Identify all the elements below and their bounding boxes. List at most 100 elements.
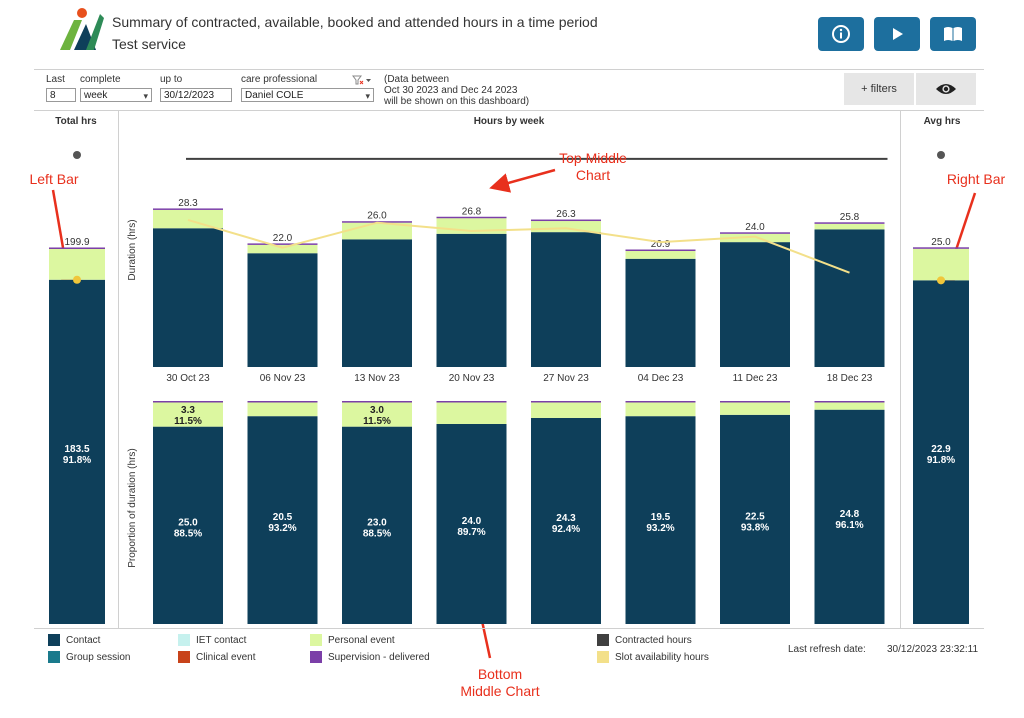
legend-item: Group session: [48, 651, 130, 663]
proportion-supervision-bar: [531, 401, 601, 403]
filter-divider: [34, 110, 984, 111]
legend-swatch: [597, 651, 609, 663]
service-name: Test service: [112, 36, 186, 52]
legend-label: Contracted hours: [615, 634, 692, 646]
page-title: Summary of contracted, available, booked…: [112, 14, 598, 30]
period-select[interactable]: week: [80, 88, 152, 103]
bottom-middle-annotation-line2: Middle Chart: [460, 683, 540, 699]
week-tick-label: 11 Dec 23: [733, 373, 778, 384]
legend-item: Slot availability hours: [597, 651, 709, 663]
top-middle-arrow: [489, 168, 556, 193]
bottom-middle-annotation: Bottom Middle Chart: [430, 666, 570, 700]
legend-label: Group session: [66, 651, 131, 663]
avg-hrs-heading: Avg hrs: [923, 116, 961, 127]
weekly-total-label: 26.8: [462, 206, 482, 217]
last-count-input[interactable]: 8: [46, 88, 76, 102]
weekly-total-label: 25.8: [840, 212, 860, 223]
average-personal-bar: [913, 248, 969, 281]
total-personal-bar: [49, 248, 105, 280]
total-hrs-heading: Total hrs: [55, 116, 97, 127]
refresh-label: Last refresh date:: [788, 644, 866, 655]
legend-divider: [34, 628, 984, 629]
weekly-supervision-bar: [720, 232, 790, 234]
top-middle-annotation: Top Middle Chart: [548, 150, 638, 184]
legend-label: Clinical event: [196, 651, 256, 663]
filter-clear-icon[interactable]: [352, 75, 372, 85]
proportion-contact-bar: [153, 426, 223, 624]
play-icon: [893, 28, 903, 40]
proportion-axis-label: Proportion of duration (hrs): [127, 448, 138, 568]
upto-date-input[interactable]: 30/12/2023: [160, 88, 232, 102]
proportion-contact-bar: [814, 409, 885, 624]
toggle-view-button[interactable]: [916, 73, 976, 105]
weekly-personal-bar: [247, 244, 318, 254]
play-button[interactable]: [874, 17, 920, 51]
weekly-total-label: 24.0: [745, 222, 765, 233]
total-contracted-marker: [73, 151, 81, 159]
note-line-3: will be shown on this dashboard): [384, 96, 530, 107]
legend-item: Personal event: [310, 634, 395, 646]
weekly-supervision-bar: [247, 243, 318, 245]
proportion-personal-bar: [153, 401, 223, 427]
legend-swatch: [310, 634, 322, 646]
average-contact-value: 22.9: [931, 444, 951, 455]
proportion-personal-pct: 11.5%: [174, 416, 202, 427]
legend-item: Supervision - delivered: [310, 651, 430, 663]
weekly-supervision-bar: [625, 249, 696, 252]
weekly-personal-bar: [814, 223, 885, 230]
proportion-supervision-bar: [625, 401, 696, 403]
legend-swatch: [597, 634, 609, 646]
care-professional-select[interactable]: Daniel COLE: [241, 88, 374, 103]
info-button[interactable]: [818, 17, 864, 51]
weekly-total-label: 28.3: [178, 198, 198, 209]
left-bar-annotation: Left Bar: [29, 171, 79, 187]
legend-label: Slot availability hours: [615, 651, 709, 663]
date-range-note: (Data between Oct 30 2023 and Dec 24 202…: [384, 74, 529, 107]
total-contact-bar: [49, 279, 105, 624]
average-contracted-marker: [937, 151, 945, 159]
note-line-2: Oct 30 2023 and Dec 24 2023: [384, 85, 518, 96]
proportion-contact-value: 22.5: [745, 511, 765, 522]
proportion-contact-pct: 88.5%: [363, 528, 391, 539]
week-tick-label: 04 Dec 23: [638, 373, 684, 384]
total-contact-value: 183.5: [64, 444, 89, 455]
total-total-label: 199.9: [64, 237, 89, 248]
weekly-total-label: 26.3: [556, 209, 576, 220]
proportion-contact-value: 24.0: [462, 516, 482, 527]
average-contact-pct: 91.8%: [927, 455, 955, 466]
book-button[interactable]: [930, 17, 976, 51]
week-tick-label: 13 Nov 23: [354, 373, 400, 384]
proportion-personal-value: 3.3: [181, 405, 195, 416]
bottom-middle-annotation-line1: Bottom: [477, 666, 523, 682]
total-contact-pct: 91.8%: [63, 455, 91, 466]
hours-by-week-heading: Hours by week: [473, 116, 545, 127]
weekly-supervision-bar: [436, 216, 507, 219]
proportion-contact-bar: [625, 416, 696, 624]
legend-swatch: [310, 651, 322, 663]
legend-swatch: [178, 651, 190, 663]
weekly-personal-bar: [720, 233, 790, 243]
proportion-supervision-bar: [153, 401, 223, 403]
proportion-contact-pct: 93.8%: [741, 522, 769, 533]
proportion-contact-value: 24.8: [840, 509, 860, 520]
legend-label: IET contact: [196, 634, 247, 646]
legend-item: Contact: [48, 634, 100, 646]
average-total-label: 25.0: [931, 237, 951, 248]
legend-label: Contact: [66, 634, 101, 646]
weekly-supervision-bar: [153, 208, 223, 210]
weekly-supervision-bar: [814, 222, 885, 224]
service-logo: [60, 8, 104, 50]
weekly-personal-bar: [531, 221, 601, 233]
top-middle-annotation-line1: Top Middle: [559, 150, 627, 166]
proportion-contact-pct: 93.2%: [646, 523, 674, 534]
proportion-personal-bar: [814, 401, 885, 410]
header: Summary of contracted, available, booked…: [0, 0, 1024, 70]
proportion-supervision-bar: [247, 401, 318, 403]
filter-bar: Last complete 8 week up to 30/12/2023 ca…: [34, 72, 984, 110]
proportion-personal-bar: [720, 401, 790, 415]
proportion-personal-bar: [531, 401, 601, 418]
care-professional-label: care professional: [241, 74, 318, 85]
proportion-supervision-bar: [436, 401, 507, 403]
more-filters-button[interactable]: + filters: [844, 73, 914, 105]
